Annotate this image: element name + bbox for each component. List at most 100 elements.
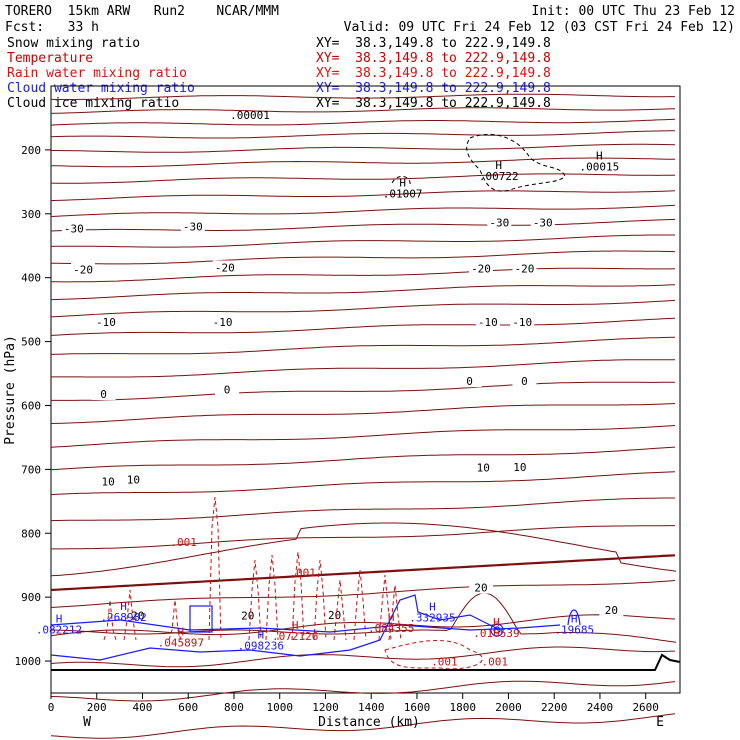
east-end-label: E <box>656 715 664 730</box>
isotherm-label: -10 <box>478 316 498 329</box>
isotherm-label-bg <box>475 314 500 328</box>
isotherm-label-bg <box>96 474 121 488</box>
theta-contour-line <box>50 446 676 471</box>
isotherm-label-bg <box>599 602 624 616</box>
y-tick-label: 600 <box>21 399 41 412</box>
extremum-value: .332935 <box>409 612 455 625</box>
theta-contour-line <box>50 317 676 336</box>
isotherm-label-bg <box>469 261 494 275</box>
isotherm-label-bg <box>530 215 555 229</box>
y-tick-label: 300 <box>21 208 41 221</box>
rain-contour <box>384 640 483 670</box>
isotherm-label: 10 <box>513 461 526 474</box>
snow-contour <box>466 133 566 192</box>
extremum-value: .00015 <box>579 160 619 173</box>
isotherm-label: 10 <box>477 461 490 474</box>
legend-cloud-ice-xy: XY= 38.3,149.8 to 222.9,149.8 <box>316 96 551 111</box>
extremum-value: .01007 <box>383 187 423 200</box>
theta-contour-line <box>50 336 676 355</box>
theta-contour-line <box>50 614 676 637</box>
terrain-line <box>51 653 681 671</box>
extremum-marker: H <box>493 616 500 629</box>
rain-contour <box>291 551 305 641</box>
y-tick-label: 1000 <box>15 655 42 668</box>
extremum-value: .084355 <box>368 622 414 635</box>
x-tick-label: 2000 <box>495 701 522 714</box>
isotherm-label: 20 <box>131 610 144 623</box>
isotherm-label-bg <box>93 314 118 328</box>
cloud-water-contour <box>50 594 501 661</box>
isotherm-label-bg <box>91 386 116 400</box>
cloud-water-contours <box>50 594 581 661</box>
rain-contour <box>123 589 137 641</box>
x-tick-label: 2400 <box>587 701 614 714</box>
theta-contours <box>50 93 677 739</box>
contour-value-label: .00001 <box>230 109 270 122</box>
extremum-marker: H <box>56 613 63 626</box>
x-tick-label: 200 <box>87 701 107 714</box>
isotherm-label: 10 <box>102 476 115 489</box>
theta-contour-line <box>50 107 676 114</box>
extremum-value: .082212 <box>36 624 82 637</box>
isotherm-label: -20 <box>471 263 491 276</box>
snow-contours <box>391 133 566 192</box>
header-valid: Valid: 09 UTC Fri 24 Feb 12 (03 CST Fri … <box>344 20 735 35</box>
rain-contour <box>353 569 367 641</box>
theta-contour-line <box>50 234 675 248</box>
theta-contour-line <box>50 592 677 643</box>
x-tick-label: 800 <box>224 701 244 714</box>
theta-contour-line <box>50 190 676 202</box>
x-tick-label: 1400 <box>358 701 385 714</box>
isotherm-label-bg <box>469 580 494 594</box>
isotherm-label-bg <box>510 314 535 328</box>
theta-contour-line <box>50 118 676 126</box>
isotherm-label: 20 <box>474 582 487 595</box>
rain-contour <box>248 559 262 641</box>
theta-contour-line <box>51 525 675 550</box>
snow-contour <box>391 175 411 187</box>
theta-contour-line <box>51 381 675 401</box>
y-axis-title: Pressure (hPa) <box>3 335 18 445</box>
extremum-value: .072126 <box>272 630 318 643</box>
isotherm-label-bg <box>61 221 86 235</box>
isotherm-label: 0 <box>521 375 528 388</box>
extremum-marker: H <box>292 619 299 632</box>
header-left-line1: TORERO 15km ARW Run2 NCAR/MMM <box>5 4 279 19</box>
isotherm-label-bg <box>71 262 96 276</box>
extremum-marker: H <box>388 611 395 624</box>
y-tick-label: 500 <box>21 336 41 349</box>
legend-temperature-label: Temperature <box>7 51 93 66</box>
isotherm-label-bg <box>180 219 205 233</box>
x-tick-label: 2600 <box>632 701 659 714</box>
theta-contour-line <box>50 554 676 592</box>
isotherm-label-bg <box>322 608 347 622</box>
axes: 0 200 400 600 800 1000 1200 1400 1600 1800 2000 220… <box>15 144 681 714</box>
isotherm-label-bg <box>457 374 482 388</box>
extremum-marker: H <box>120 600 127 613</box>
theta-contour-line <box>50 471 676 496</box>
isotherm-labels: -30 -30 -30 -30 -20 -20 -20 -20 -10 -10 -10 -10 0 0 0 0… <box>61 215 624 623</box>
contour-value-label: .001 <box>431 656 458 669</box>
plot-frame <box>50 85 681 694</box>
extremum-value: .00722 <box>479 170 519 183</box>
legend-cloud-water-xy: XY= 38.3,149.8 to 222.9,149.8 <box>316 81 551 96</box>
theta-contour-line <box>51 359 676 378</box>
header-init: Init: 00 UTC Thu 23 Feb 12 <box>532 4 736 19</box>
theta-contour-line <box>50 713 676 739</box>
theta-contour-line <box>51 143 676 153</box>
x-tick-label: 1000 <box>266 701 293 714</box>
x-tick-label: 600 <box>178 701 198 714</box>
isotherm-label-bg <box>512 374 537 388</box>
legend-cloud-ice-label: Cloud ice mixing ratio <box>7 96 179 111</box>
contour-value-label: .001 <box>170 536 197 549</box>
theta-contour-line <box>50 130 675 139</box>
rain-contour <box>208 496 222 641</box>
theta-contour-line <box>50 284 676 301</box>
isotherm-label-bg <box>471 460 496 474</box>
isotherm-label-bg <box>235 608 260 622</box>
rain-contour <box>378 574 392 641</box>
y-tick-label: 200 <box>21 144 41 157</box>
isotherm-label: 0 <box>100 388 107 401</box>
